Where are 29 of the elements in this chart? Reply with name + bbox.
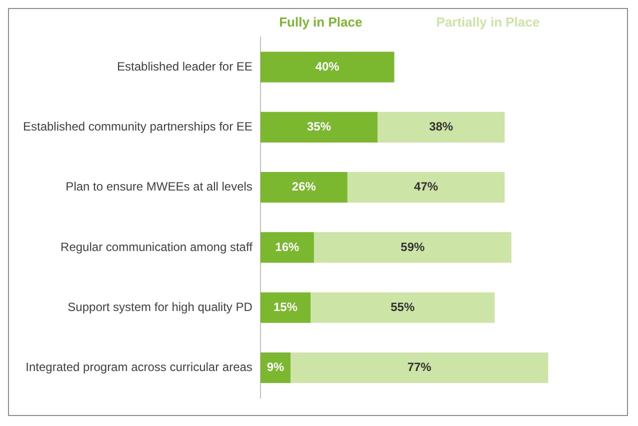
y-tick-label: Established community partnerships for EE [23, 120, 252, 134]
data-label: 35% [306, 120, 332, 134]
data-label: 59% [400, 240, 425, 254]
y-tick-label: Regular communication among staff [60, 240, 254, 254]
bar [260, 112, 378, 142]
y-tick-label: Support system for high quality PD [68, 300, 253, 314]
bar [260, 172, 348, 203]
data-label: 15% [274, 300, 298, 314]
series-label: Fully in Place [279, 14, 362, 30]
bar [347, 172, 505, 203]
data-label: 55% [390, 300, 415, 314]
data-label: 40% [315, 59, 340, 74]
y-tick-label: Plan to ensure MWEEs at all levels [66, 180, 252, 194]
data-label: 9% [266, 360, 284, 374]
bar [314, 232, 512, 263]
data-label: 38% [429, 120, 454, 134]
data-label: 77% [407, 360, 432, 374]
bar [290, 352, 548, 384]
y-tick-label: Integrated program across curricular areas [26, 360, 252, 374]
bar [378, 112, 505, 142]
data-label: 16% [275, 240, 300, 254]
bar [310, 292, 495, 323]
bar [260, 232, 314, 263]
text: Partially in Place [436, 14, 540, 30]
data-label: 47% [414, 180, 438, 194]
y-tick-label: Established leader for EE [117, 59, 252, 74]
bar [260, 292, 311, 323]
bar [260, 52, 394, 82]
data-label: 26% [292, 180, 316, 194]
